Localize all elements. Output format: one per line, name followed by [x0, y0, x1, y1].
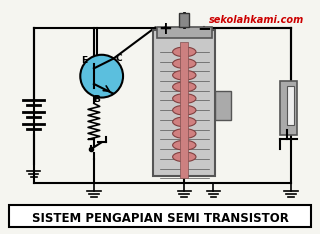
Ellipse shape [172, 140, 196, 150]
Ellipse shape [172, 117, 196, 127]
Ellipse shape [172, 94, 196, 103]
Bar [157, 27, 212, 38]
Ellipse shape [172, 129, 196, 138]
Ellipse shape [172, 47, 196, 57]
Bar [153, 30, 215, 176]
Bar [215, 91, 231, 120]
Bar [180, 13, 189, 27]
Bar [9, 205, 311, 227]
Text: E: E [81, 56, 87, 65]
Bar [180, 42, 188, 178]
Ellipse shape [172, 105, 196, 115]
Circle shape [80, 55, 123, 98]
Ellipse shape [172, 70, 196, 80]
Text: SISTEM PENGAPIAN SEMI TRANSISTOR: SISTEM PENGAPIAN SEMI TRANSISTOR [32, 212, 288, 225]
Bar [287, 86, 294, 125]
Ellipse shape [172, 152, 196, 162]
Text: C: C [116, 54, 123, 63]
Ellipse shape [172, 82, 196, 92]
Bar [280, 81, 297, 135]
Text: sekolahkami.com: sekolahkami.com [209, 15, 304, 25]
Ellipse shape [172, 59, 196, 68]
Text: +: + [158, 19, 172, 37]
Text: −: − [197, 19, 211, 37]
Text: B: B [93, 95, 100, 104]
